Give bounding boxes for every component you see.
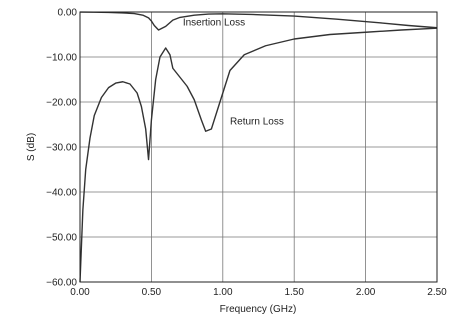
y-tick-label: 0.00 bbox=[58, 8, 78, 19]
x-tick-label: 0.50 bbox=[142, 287, 162, 298]
y-ticks: 0.00 −10.00 −20.00 −30.00 −40.00 −50.00 −60.00 bbox=[46, 8, 77, 289]
annotation-label: Insertion Loss bbox=[183, 18, 245, 29]
annotations: Insertion Loss Return Loss bbox=[183, 18, 284, 128]
y-axis-label: S (dB) bbox=[26, 133, 37, 161]
x-tick-label: 1.00 bbox=[213, 287, 233, 298]
grid bbox=[79, 11, 438, 283]
series-line-return-loss bbox=[79, 27, 438, 283]
x-tick-label: 0.00 bbox=[70, 287, 90, 298]
plot-frame bbox=[79, 11, 438, 283]
x-axis-label: Frequency (GHz) bbox=[220, 304, 297, 315]
x-tick-label: 1.50 bbox=[284, 287, 304, 298]
x-tick-label: 2.50 bbox=[427, 287, 447, 298]
y-tick-label: −60.00 bbox=[46, 278, 77, 289]
x-ticks: 0.00 0.50 1.00 1.50 2.00 2.50 bbox=[70, 287, 447, 298]
series-layer bbox=[79, 11, 438, 283]
y-tick-label: −30.00 bbox=[46, 143, 77, 154]
y-tick-label: −40.00 bbox=[46, 188, 77, 199]
annotation-label: Return Loss bbox=[230, 117, 284, 128]
series-line-insertion-loss bbox=[79, 11, 438, 31]
y-tick-label: −10.00 bbox=[46, 53, 77, 64]
x-tick-label: 2.00 bbox=[356, 287, 376, 298]
y-tick-label: −20.00 bbox=[46, 98, 77, 109]
y-tick-label: −50.00 bbox=[46, 233, 77, 244]
